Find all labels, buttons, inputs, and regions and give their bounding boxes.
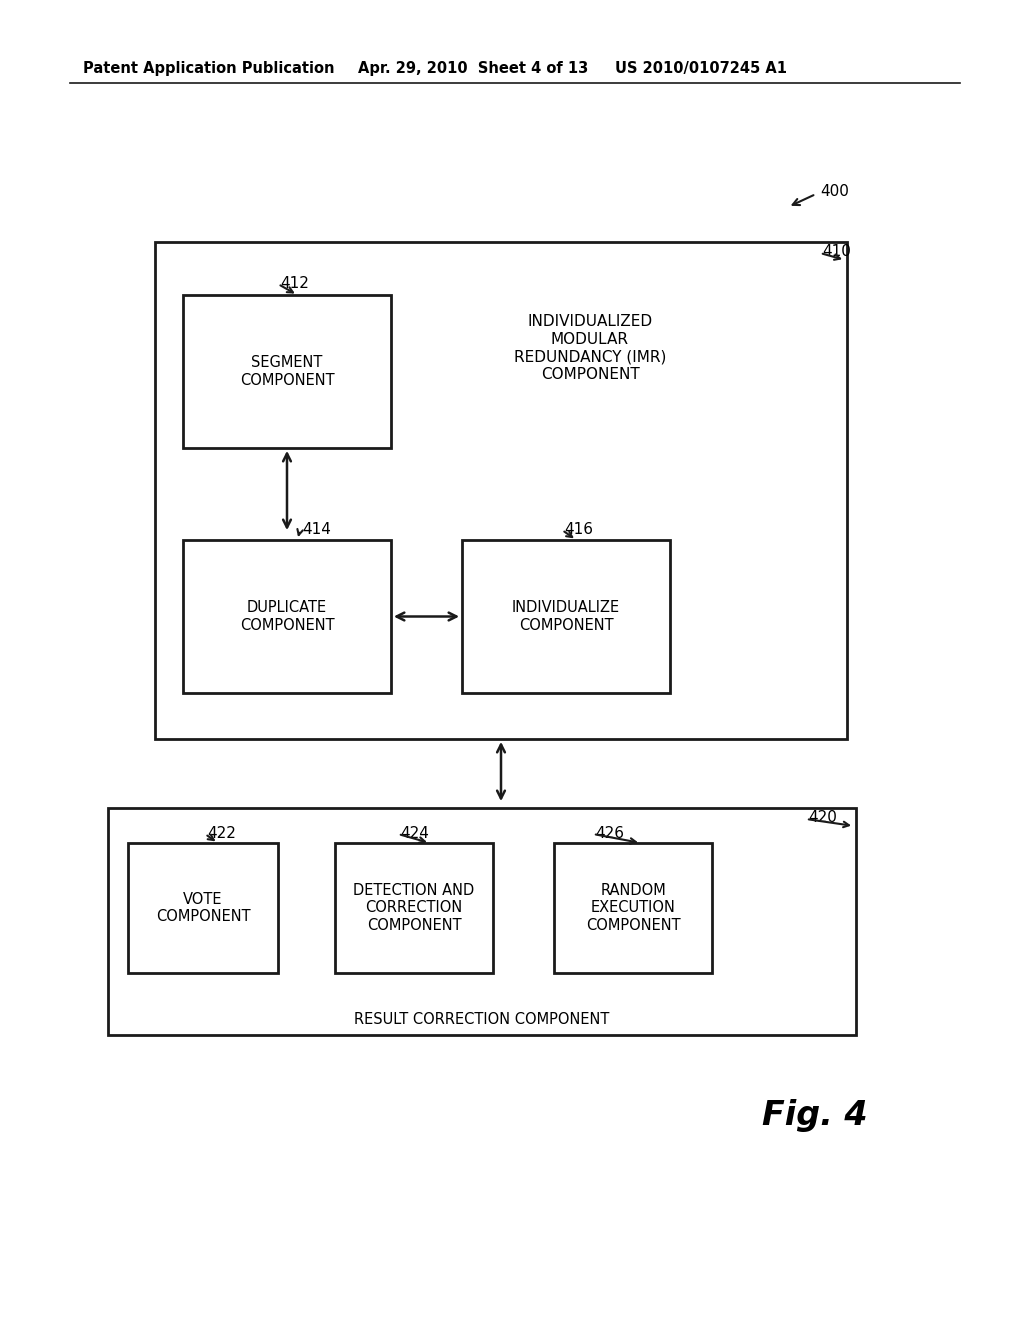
Bar xyxy=(108,808,856,1035)
Text: RANDOM
EXECUTION
COMPONENT: RANDOM EXECUTION COMPONENT xyxy=(586,883,680,933)
Text: 410: 410 xyxy=(822,244,851,260)
Text: INDIVIDUALIZED
MODULAR
REDUNDANCY (IMR)
COMPONENT: INDIVIDUALIZED MODULAR REDUNDANCY (IMR) … xyxy=(514,314,667,381)
Text: 400: 400 xyxy=(820,185,849,199)
Text: VOTE
COMPONENT: VOTE COMPONENT xyxy=(156,892,250,924)
Text: US 2010/0107245 A1: US 2010/0107245 A1 xyxy=(615,61,787,75)
Text: Patent Application Publication: Patent Application Publication xyxy=(83,61,335,75)
Text: 426: 426 xyxy=(595,825,624,841)
Text: 420: 420 xyxy=(808,810,837,825)
Bar xyxy=(335,843,493,973)
Text: DUPLICATE
COMPONENT: DUPLICATE COMPONENT xyxy=(240,601,334,632)
Bar xyxy=(554,843,712,973)
Bar xyxy=(155,242,847,739)
Text: SEGMENT
COMPONENT: SEGMENT COMPONENT xyxy=(240,355,334,388)
Bar xyxy=(183,294,391,447)
Text: Apr. 29, 2010  Sheet 4 of 13: Apr. 29, 2010 Sheet 4 of 13 xyxy=(358,61,588,75)
Text: 414: 414 xyxy=(302,521,331,536)
Text: DETECTION AND
CORRECTION
COMPONENT: DETECTION AND CORRECTION COMPONENT xyxy=(353,883,475,933)
Bar xyxy=(462,540,670,693)
Text: 412: 412 xyxy=(280,276,309,290)
Text: 424: 424 xyxy=(400,825,429,841)
Text: 416: 416 xyxy=(564,521,593,536)
Bar xyxy=(128,843,278,973)
Text: RESULT CORRECTION COMPONENT: RESULT CORRECTION COMPONENT xyxy=(354,1011,609,1027)
Text: INDIVIDUALIZE
COMPONENT: INDIVIDUALIZE COMPONENT xyxy=(512,601,621,632)
Text: 422: 422 xyxy=(207,825,236,841)
Text: Fig. 4: Fig. 4 xyxy=(762,1098,867,1131)
Bar xyxy=(183,540,391,693)
